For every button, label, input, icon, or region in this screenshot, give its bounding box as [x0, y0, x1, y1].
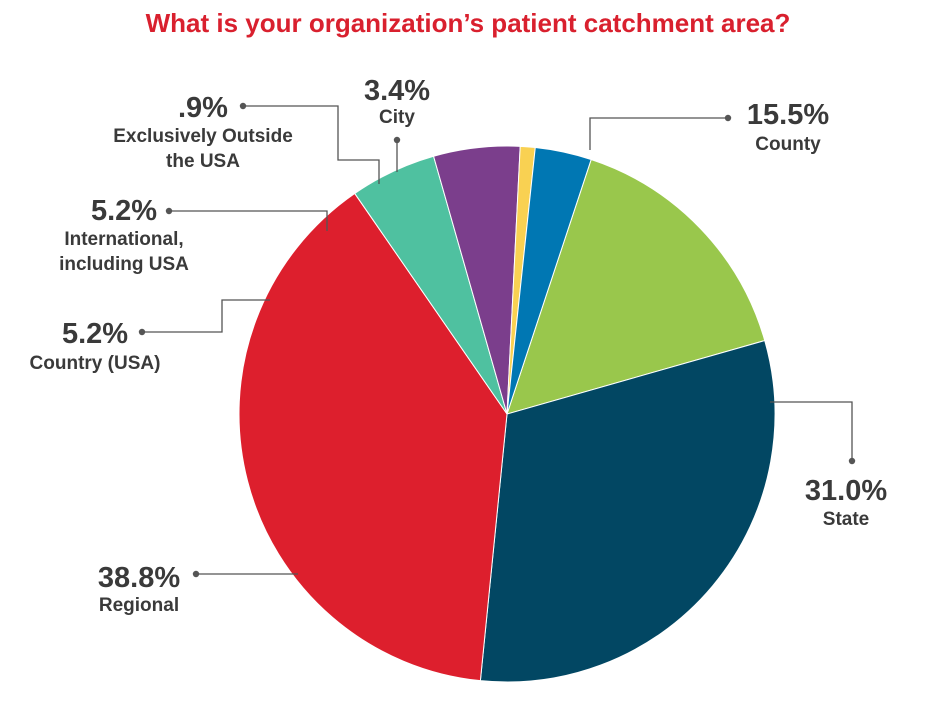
- pie-slice-6: [506, 146, 592, 415]
- slice-category-label-0: County: [755, 134, 821, 155]
- pie-slice-2: [238, 192, 508, 682]
- leader-dot-3: [138, 328, 146, 336]
- leader-line-3: [142, 299, 270, 333]
- slice-value-label-4: 5.2%: [91, 195, 157, 227]
- leader-dot-6: [393, 136, 401, 144]
- leader-dot-5: [239, 102, 247, 110]
- slice-value-label-3: 5.2%: [62, 318, 128, 350]
- slice-category-label-5: Exclusively Outside the USA: [113, 126, 293, 172]
- slice-category-label-1: State: [823, 509, 869, 530]
- leader-dot-4: [165, 207, 173, 215]
- slice-category-label-3: Country (USA): [30, 353, 161, 374]
- leader-dot-2: [192, 570, 200, 578]
- slice-value-label-6: 3.4%: [364, 75, 430, 107]
- slice-value-label-5: .9%: [178, 92, 228, 124]
- slice-value-label-1: 31.0%: [805, 475, 887, 507]
- leader-dot-1: [848, 457, 856, 465]
- slice-category-label-6: City: [379, 107, 415, 128]
- pie-slice-0: [506, 158, 766, 415]
- slice-value-label-2: 38.8%: [98, 562, 180, 594]
- leader-line-1: [770, 401, 853, 461]
- leader-dot-0: [724, 114, 732, 122]
- leader-line-4: [169, 210, 328, 231]
- slice-category-label-4: International, including USA: [59, 229, 189, 275]
- leader-line-5: [243, 105, 380, 184]
- leader-line-0: [589, 117, 728, 150]
- chart-title: What is your organization’s patient catc…: [145, 8, 791, 38]
- slice-value-label-0: 15.5%: [747, 99, 829, 131]
- pie-slice-1: [479, 339, 776, 683]
- slice-category-label-2: Regional: [99, 595, 179, 616]
